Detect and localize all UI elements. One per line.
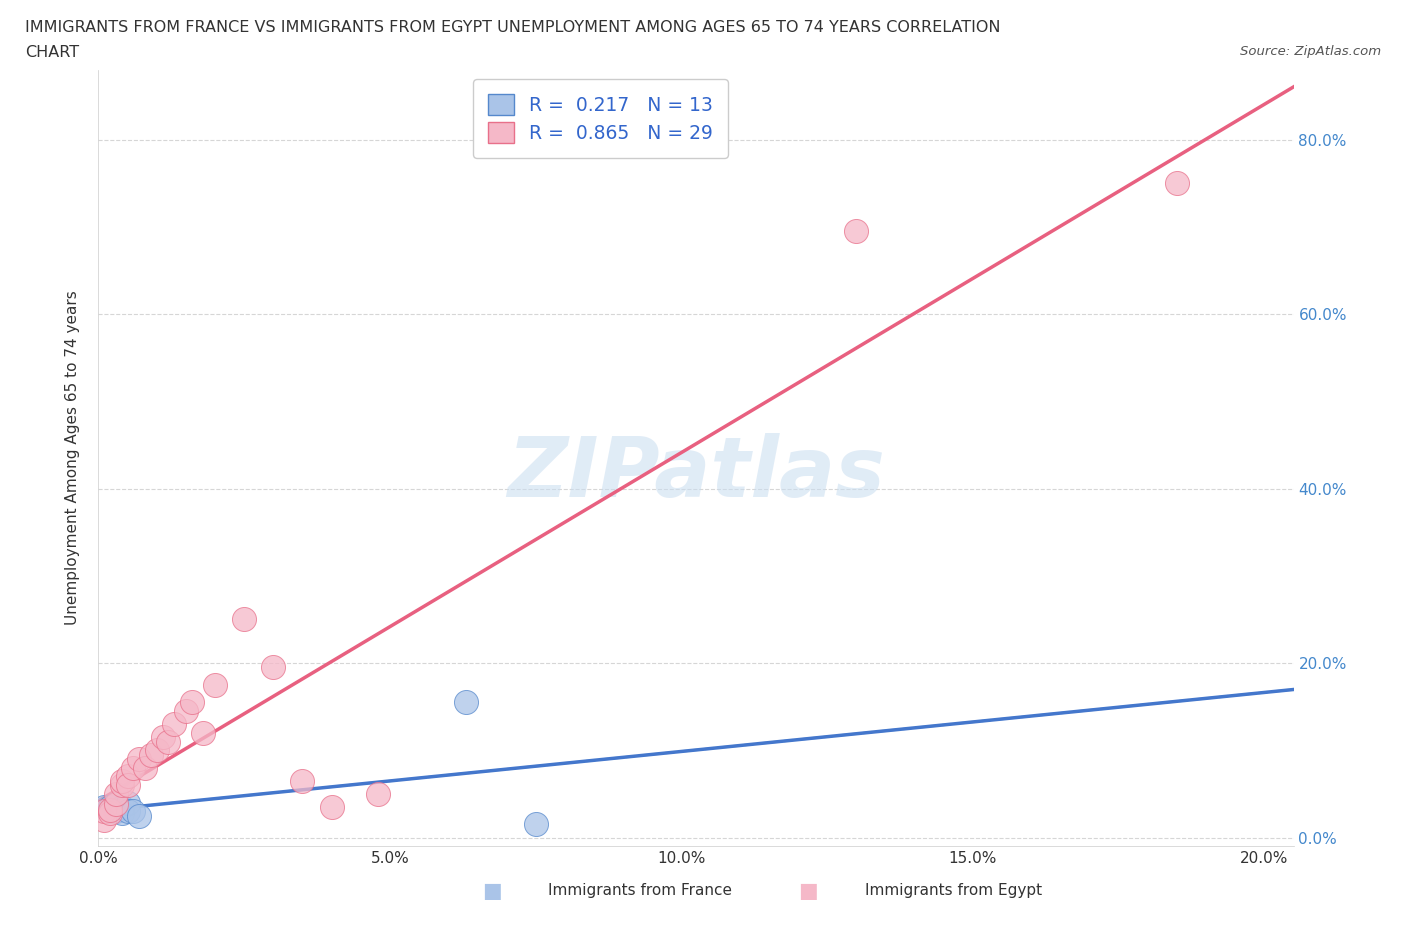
Point [117,795,139,810]
Point [128,751,150,766]
Point [139,747,162,762]
Point [233,612,256,627]
Point [262,660,284,675]
Point [122,761,145,776]
Point [1166,176,1188,191]
Legend: R =  0.217   N = 13, R =  0.865   N = 29: R = 0.217 N = 13, R = 0.865 N = 29 [472,79,728,157]
Point [204,677,226,692]
Point [111,805,134,820]
Text: CHART: CHART [25,45,79,60]
Point [291,774,314,789]
Point [111,774,134,789]
Point [128,808,150,823]
Point [98,805,121,820]
Point [145,743,167,758]
Point [845,224,868,239]
Point [193,725,215,740]
Point [454,695,477,710]
Point [111,777,134,792]
Point [104,797,127,812]
Point [152,730,174,745]
Text: ■: ■ [799,881,818,901]
Point [174,704,197,719]
Point [93,800,115,815]
Point [367,787,389,802]
Point [93,804,115,818]
Text: IMMIGRANTS FROM FRANCE VS IMMIGRANTS FROM EGYPT UNEMPLOYMENT AMONG AGES 65 TO 74: IMMIGRANTS FROM FRANCE VS IMMIGRANTS FRO… [25,20,1001,35]
Text: Source: ZipAtlas.com: Source: ZipAtlas.com [1240,45,1381,58]
Point [98,804,121,818]
Point [157,734,180,749]
Point [93,813,115,828]
Point [122,804,145,818]
Point [104,787,127,802]
Point [117,777,139,792]
Point [117,804,139,818]
Text: ZIPatlas: ZIPatlas [508,433,884,514]
Point [134,761,156,776]
Point [117,769,139,784]
Point [180,695,202,710]
Text: ■: ■ [482,881,502,901]
Point [98,800,121,815]
Point [98,803,121,817]
Point [104,804,127,818]
Point [104,797,127,812]
Point [524,817,547,832]
Text: Immigrants from Egypt: Immigrants from Egypt [865,884,1042,898]
Point [111,800,134,815]
Point [163,717,186,732]
Y-axis label: Unemployment Among Ages 65 to 74 years: Unemployment Among Ages 65 to 74 years [65,291,80,625]
Text: Immigrants from France: Immigrants from France [548,884,733,898]
Point [321,800,343,815]
